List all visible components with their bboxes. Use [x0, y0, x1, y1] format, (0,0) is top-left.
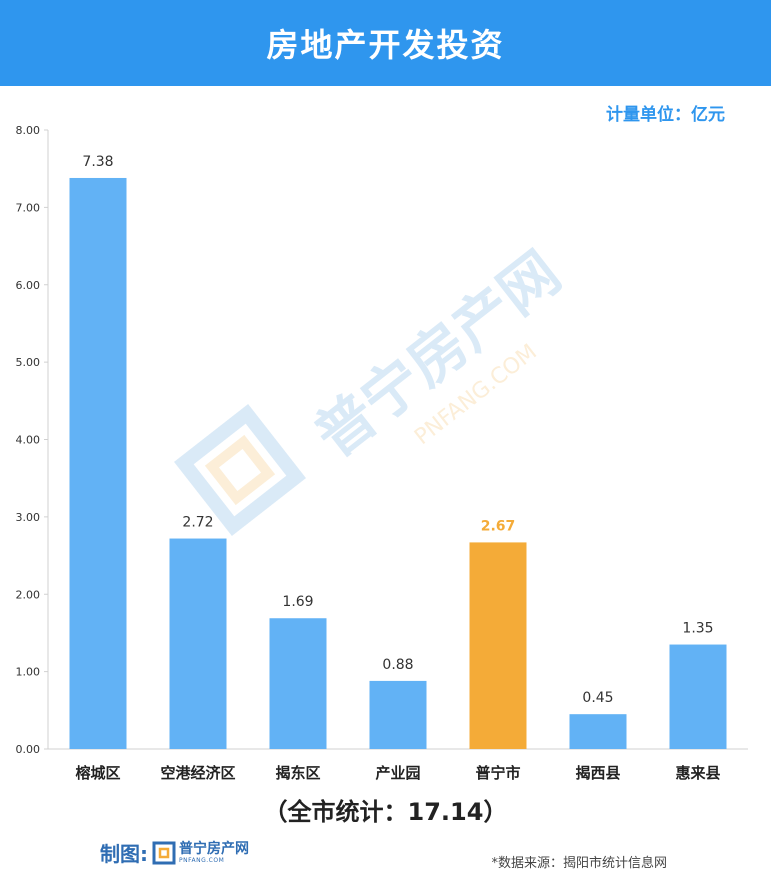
x-tick-label-2: 空港经济区: [160, 764, 235, 782]
watermark-logo-icon: [174, 404, 306, 536]
bar-7: [669, 644, 727, 749]
y-tick-label: 8.00: [16, 124, 41, 137]
maker-credit: 制图: 普宁房产网 PNFANG.COM: [100, 838, 249, 867]
bar-3: [269, 618, 327, 749]
data-label-6: 0.45: [582, 690, 613, 706]
header-banner: 房地产开发投资: [0, 0, 771, 86]
bar-4: [369, 680, 427, 749]
data-label-7: 1.35: [682, 621, 713, 637]
x-tick-label-6: 揭西县: [575, 764, 620, 782]
x-ticks: 榕城区 空港经济区 揭东区 产业园 普宁市 揭西县 惠来县: [75, 764, 720, 782]
maker-label: 制图:: [100, 842, 148, 866]
data-label-1: 7.38: [82, 154, 113, 170]
data-source: *数据来源：揭阳市统计信息网: [491, 856, 667, 871]
x-tick-label-7: 惠来县: [675, 764, 720, 782]
total-label: （全市统计：17.14）: [263, 798, 508, 826]
y-ticks: 0.00 1.00 2.00 3.00 4.00 5.00 6.00 7.00 8.00: [16, 124, 48, 756]
watermark-house-icon: [204, 434, 276, 506]
unit-label: 计量单位：亿元: [606, 105, 725, 125]
y-tick-label: 2.00: [16, 588, 41, 601]
x-tick-label-5: 普宁市: [475, 764, 520, 782]
y-tick-label: 4.00: [16, 434, 41, 447]
data-label-5: 2.67: [481, 518, 516, 534]
data-label-4: 0.88: [382, 657, 413, 673]
y-tick-label: 0.00: [16, 743, 41, 756]
y-tick-label: 1.00: [16, 666, 41, 679]
bar-1: [69, 177, 127, 749]
y-tick-label: 5.00: [16, 356, 41, 369]
x-tick-label-4: 产业园: [375, 764, 420, 782]
maker-brand-block: 普宁房产网 PNFANG.COM: [179, 842, 249, 864]
data-label-3: 1.69: [282, 594, 313, 610]
watermark: 普宁房产网 PNFANG.COM: [174, 238, 573, 536]
maker-url: PNFANG.COM: [179, 856, 225, 864]
bar-5: [469, 542, 527, 749]
x-tick-label-3: 揭东区: [275, 764, 320, 782]
y-tick-label: 6.00: [16, 279, 41, 292]
bar-6: [569, 714, 627, 749]
maker-brand: 普宁房产网: [179, 840, 249, 857]
y-tick-label: 3.00: [16, 511, 41, 524]
data-label-2: 2.72: [182, 515, 213, 531]
brand-logo-icon: [152, 841, 176, 864]
bars: [69, 177, 727, 749]
data-labels: 7.38 2.72 1.69 0.88 2.67 0.45 1.35: [82, 154, 713, 706]
bar-2: [169, 538, 227, 749]
page-title: 房地产开发投资: [266, 26, 505, 64]
x-tick-label-1: 榕城区: [75, 764, 120, 782]
y-tick-label: 7.00: [16, 201, 41, 214]
